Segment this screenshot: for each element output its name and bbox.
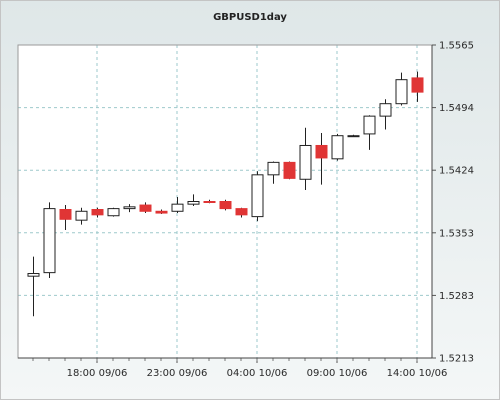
candle [219, 199, 232, 211]
chart-title: GBPUSD1day [213, 12, 287, 23]
candle-body-up [331, 135, 344, 160]
candle [235, 207, 248, 218]
x-axis: 18:00 09/06 23:00 09/06 04:00 10/06 09:00 1… [18, 357, 448, 379]
candle [331, 133, 344, 161]
candle-body-up [123, 206, 136, 210]
candle [187, 194, 200, 206]
candle-body-up [187, 201, 200, 205]
y-tick-label: 1.5494 [439, 103, 474, 114]
candle [43, 202, 56, 278]
y-tick-label: 1.5283 [439, 291, 474, 302]
candle [155, 209, 168, 214]
candle [283, 161, 296, 180]
candle [379, 99, 392, 130]
candle [347, 134, 360, 138]
candle-body-up [379, 103, 392, 117]
candle-body-up [363, 115, 376, 135]
candle-body-down [155, 210, 168, 214]
candle-body-down [219, 201, 232, 210]
candle-body-down [283, 161, 296, 179]
candle-body-down [203, 201, 216, 203]
candle [363, 115, 376, 150]
candle [139, 202, 152, 214]
candle-body-up [171, 203, 184, 212]
candle-body-up [395, 79, 408, 105]
candle-body-up [267, 161, 280, 176]
candle [123, 204, 136, 213]
y-tick-label: 1.5213 [439, 354, 474, 365]
x-tick-label: 14:00 10/06 [387, 368, 448, 379]
candle-body-down [315, 144, 328, 159]
candle [299, 127, 312, 190]
candle-body-down [235, 208, 248, 216]
candle [91, 207, 104, 218]
candle-body-down [91, 209, 104, 216]
candle-body-up [107, 208, 120, 217]
candle [315, 133, 328, 185]
candle-body-up [75, 210, 88, 221]
candle-body-down [411, 77, 424, 93]
candle-body-down [59, 209, 72, 220]
y-tick-label: 1.5424 [439, 166, 474, 177]
candle [251, 171, 264, 222]
candle [267, 161, 280, 184]
candle-body-up [251, 174, 264, 218]
candle [59, 205, 72, 230]
y-tick-label: 1.5353 [439, 228, 474, 239]
candle [27, 256, 40, 317]
candle-body-up [43, 208, 56, 274]
x-tick-label: 09:00 10/06 [307, 368, 368, 379]
candle [75, 207, 88, 225]
candle [171, 197, 184, 214]
candle-body-down [139, 204, 152, 212]
candle [395, 72, 408, 106]
y-axis: 1.5565 1.5494 1.5424 1.5353 1.5283 1.5213 [431, 41, 474, 365]
candle-body-up [27, 273, 40, 277]
candle [411, 71, 424, 102]
candle [107, 207, 120, 217]
x-tick-label: 04:00 10/06 [227, 368, 288, 379]
candle-body-up [347, 135, 360, 138]
x-tick-label: 23:00 09/06 [147, 368, 208, 379]
candle [203, 199, 216, 204]
x-tick-label: 18:00 09/06 [67, 368, 128, 379]
candles [27, 71, 424, 317]
candle-body-up [299, 144, 312, 180]
y-tick-label: 1.5565 [439, 41, 474, 52]
